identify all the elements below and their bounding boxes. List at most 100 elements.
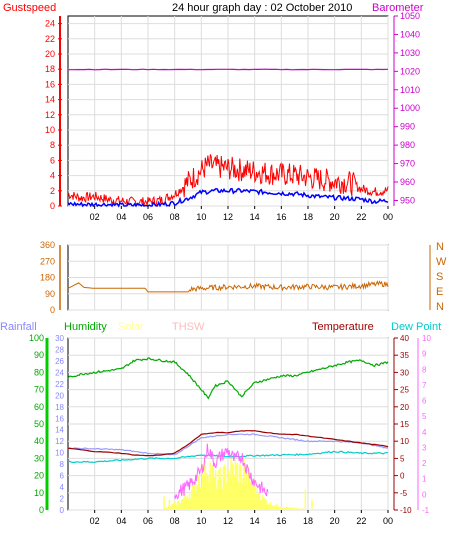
panel1-xtick-label: 02 [90, 212, 100, 222]
gust-ytick-label: 8 [50, 140, 55, 150]
temp-ytick-label: 10 [400, 437, 409, 446]
solar-bar [266, 504, 268, 510]
solar-bar [288, 507, 290, 510]
solar-bar [216, 488, 218, 510]
solar-bar [256, 484, 258, 510]
panel1-xtick-label: 22 [356, 212, 366, 222]
humidity-ytick-label: 90 [34, 350, 44, 360]
temp-ytick-label: 20 [400, 403, 409, 412]
direction-ytick-label: 360 [40, 240, 55, 250]
solar-bar [192, 485, 194, 510]
solar-bar [285, 507, 287, 510]
baro-ytick-label: 960 [400, 177, 415, 187]
solar-bar [219, 467, 221, 510]
baro-ytick-label: 1040 [400, 29, 420, 39]
solar-bar [212, 468, 215, 510]
solar-bar [230, 458, 232, 510]
solar-bar [295, 508, 297, 510]
rainfall-ytick-label: 30 [55, 334, 64, 343]
solar-bar [224, 467, 227, 510]
solar-bar [253, 479, 255, 510]
solar-bar [188, 494, 191, 510]
panel3-xtick-label: 18 [303, 516, 313, 526]
solar-bar [171, 504, 173, 510]
solar-bar [170, 506, 172, 510]
compass-labels: N W S E N [436, 241, 447, 313]
panel3-xtick-label: 14 [250, 516, 260, 526]
baro-ytick-label: 970 [400, 159, 415, 169]
solar-bar [269, 502, 272, 510]
solar-bar [303, 509, 306, 510]
solar-bar [246, 484, 249, 510]
panel1-xtick-label: 00 [383, 212, 393, 222]
solar-bar [195, 493, 197, 510]
solar-bar [274, 506, 276, 510]
gust-ytick-label: 14 [45, 95, 55, 105]
panel1-xtick-label: 12 [223, 212, 233, 222]
legend-dewpoint: Dew Point [391, 321, 441, 333]
panel3-xtick-label: 04 [116, 516, 126, 526]
temp-ytick-label: 35 [400, 351, 409, 360]
solar-bar [239, 464, 241, 510]
uv-ytick-label: -1 [422, 506, 430, 515]
solar-bar [270, 505, 273, 510]
solar-bar [166, 507, 169, 510]
panel3-xtick-label: 10 [196, 516, 206, 526]
solar-bar [287, 507, 289, 510]
compass-s: S [436, 271, 443, 283]
solar-bar [261, 499, 263, 510]
baro-ytick-label: 1030 [400, 48, 420, 58]
solar-bar [289, 508, 291, 510]
baro-ytick-label: 1010 [400, 85, 420, 95]
solar-bar [193, 482, 195, 510]
solar-bar [190, 489, 193, 510]
solar-bar [272, 506, 274, 510]
solar-bar [244, 481, 246, 510]
solar-bar [174, 501, 176, 510]
baro-ytick-label: 1050 [400, 11, 420, 21]
solar-bar [279, 507, 281, 510]
humidity-ytick-label: 10 [34, 488, 44, 498]
panel1-xtick-label: 10 [196, 212, 206, 222]
solar-bar [187, 498, 189, 510]
solar-bar [164, 508, 166, 510]
panel3-xtick-label: 16 [276, 516, 286, 526]
temp-ytick-label: 40 [400, 334, 409, 343]
solar-bar [241, 483, 243, 510]
gust-ytick-label: 12 [45, 110, 55, 120]
legend-thsw: THSW [172, 321, 205, 333]
panel3-xtick-label: 02 [90, 516, 100, 526]
uv-ytick-label: 4 [422, 428, 427, 437]
gust-ytick-label: 2 [50, 186, 55, 196]
solar-bar [189, 498, 192, 510]
solar-bar [278, 507, 280, 510]
solar-bar [182, 499, 184, 510]
gust-ytick-label: 20 [45, 49, 55, 59]
solar-bar [273, 505, 275, 510]
humidity-ytick-label: 30 [34, 453, 44, 463]
uv-ytick-label: 9 [422, 350, 427, 359]
dewpoint-line [67, 450, 388, 463]
solar-bar [178, 503, 181, 510]
solar-bar [217, 479, 219, 510]
solar-bar [232, 464, 234, 510]
temp-ytick-label: 0 [400, 472, 405, 481]
solar-bar [258, 493, 261, 510]
solar-bar [255, 494, 257, 510]
humidity-line [67, 357, 389, 400]
barometer-line [68, 68, 389, 71]
solar-bar [196, 484, 198, 510]
panel3-xtick-label: 08 [170, 516, 180, 526]
solar-bar [231, 462, 233, 510]
solar-bar [242, 477, 244, 510]
rainfall-ytick-label: 12 [55, 437, 64, 446]
gust-ytick-label: 10 [45, 125, 55, 135]
solar-bar [302, 508, 304, 510]
panel1-xtick-label: 08 [170, 212, 180, 222]
humidity-ytick-label: 50 [34, 419, 44, 429]
solar-bar [299, 508, 301, 510]
rainfall-ytick-label: 16 [55, 414, 64, 423]
rainfall-ytick-label: 8 [60, 460, 65, 469]
solar-bar [245, 466, 248, 510]
solar-bar [233, 476, 235, 510]
